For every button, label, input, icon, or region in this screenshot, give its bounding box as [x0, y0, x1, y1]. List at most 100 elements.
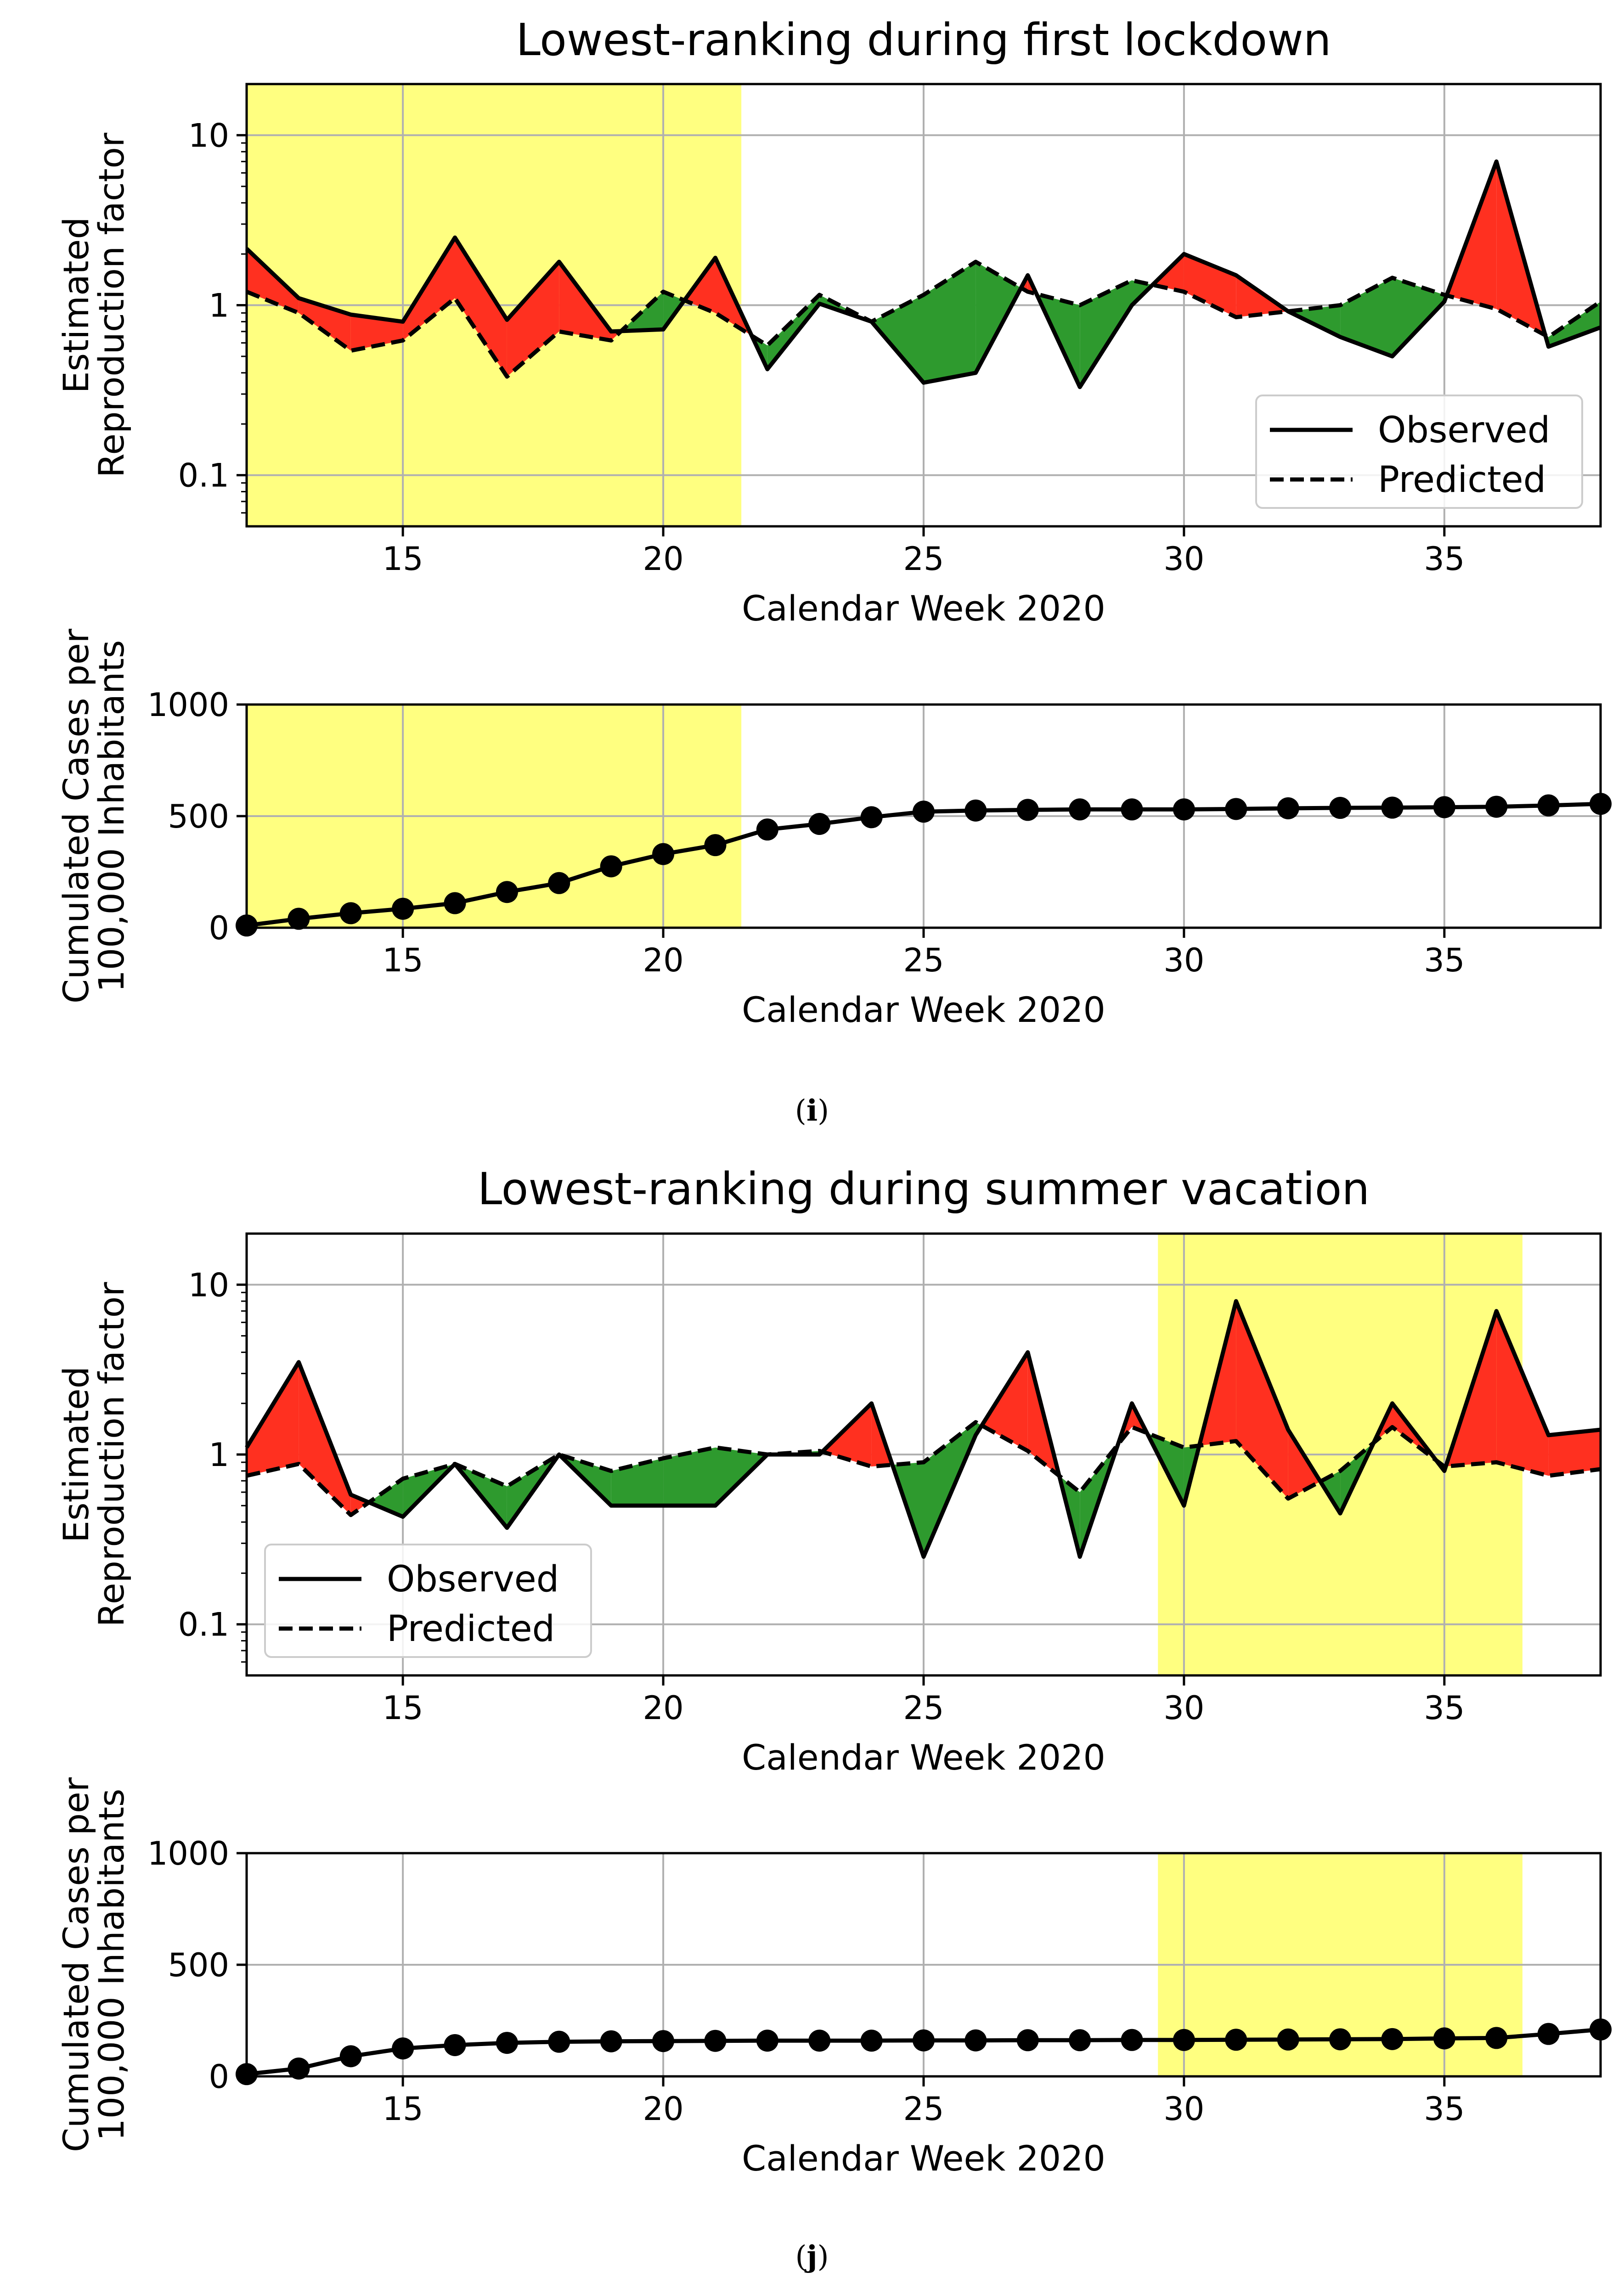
- excess-area: [1288, 1430, 1320, 1499]
- cumulative-point: [1173, 798, 1195, 821]
- y-tick-label: 0.1: [178, 457, 229, 495]
- legend: Observed Predicted: [1255, 395, 1583, 509]
- y-tick-label: 1000: [147, 686, 229, 724]
- x-axis-label: Calendar Week 2020: [742, 2138, 1105, 2179]
- cumulative-point: [1329, 2028, 1352, 2051]
- cumulative-point: [1225, 2029, 1247, 2051]
- cumulative-point: [1485, 2027, 1508, 2049]
- excess-area: [247, 248, 299, 313]
- y-tick-label: 0: [209, 909, 229, 947]
- cumulative-point: [600, 2030, 622, 2052]
- y-tick-label: 0.1: [178, 1606, 229, 1644]
- cumulative-point: [339, 902, 362, 925]
- cumulative-point: [704, 2030, 727, 2052]
- x-tick-label: 25: [903, 540, 944, 578]
- deficit-area: [976, 262, 1021, 373]
- x-tick-label: 15: [383, 2090, 423, 2128]
- deficit-area: [1080, 280, 1132, 387]
- cumulative-point: [392, 897, 414, 920]
- figure-caption: (j): [795, 2239, 829, 2274]
- cumulative-point: [1016, 2029, 1039, 2052]
- cumulative-point: [600, 855, 622, 878]
- legend: Observed Predicted: [264, 1544, 592, 1658]
- cumulative-point: [808, 2030, 831, 2052]
- caption-open-paren: (: [795, 1094, 806, 1128]
- reproduction-panel: 15 20 25 30 35 0.1 1 10 Calendar Week 2020 Estima…: [56, 14, 1602, 629]
- cumulative-point: [1537, 2023, 1560, 2045]
- y-tick-label: 1: [209, 1436, 229, 1474]
- deficit-area: [819, 295, 872, 322]
- cumulative-point: [860, 2030, 883, 2052]
- cumulative-point: [339, 2045, 362, 2068]
- y-axis-label-line2: 100,000 Inhabitants: [91, 1788, 132, 2141]
- x-tick-label: 35: [1424, 1689, 1465, 1727]
- reproduction-panel: 15 20 25 30 35 0.1 1 10 Calendar Week 2020 Estima…: [56, 1163, 1602, 1778]
- excess-area: [350, 315, 403, 351]
- y-axis-label-line1: Estimated: [56, 217, 96, 394]
- deficit-area: [1392, 277, 1444, 356]
- y-tick-label: 10: [188, 117, 229, 154]
- deficit-area: [611, 1458, 664, 1506]
- x-tick-label: 15: [383, 942, 423, 979]
- x-tick-label: 35: [1424, 942, 1465, 979]
- cumulative-point: [496, 881, 518, 903]
- y-axis-label-line2: Reproduction factor: [91, 1282, 132, 1627]
- panel-title: Lowest-ranking during summer vacation: [478, 1163, 1370, 1215]
- cumulative-point: [1016, 799, 1039, 821]
- x-axis-label: Calendar Week 2020: [742, 588, 1105, 629]
- x-tick-label: 30: [1163, 1689, 1204, 1727]
- excess-area: [403, 237, 455, 341]
- cumulative-point: [860, 806, 883, 829]
- y-axis-label-line1: Estimated: [56, 1366, 96, 1543]
- panel-title: Lowest-ranking during first lockdown: [516, 14, 1331, 66]
- caption-letter: i: [806, 1094, 818, 1128]
- y-tick-label: 1000: [147, 1835, 229, 1872]
- excess-area: [1548, 1430, 1601, 1476]
- deficit-area: [369, 1478, 403, 1517]
- deficit-area: [663, 1447, 716, 1506]
- cumulative-point: [1069, 798, 1091, 821]
- x-tick-label: 30: [1163, 942, 1204, 979]
- y-axis-label-line2: 100,000 Inhabitants: [91, 640, 132, 992]
- x-tick-label: 15: [383, 1689, 423, 1727]
- cumulative-point: [288, 908, 310, 930]
- y-axis-label-line1: Cumulated Cases per: [56, 1777, 96, 2152]
- x-axis-label: Calendar Week 2020: [742, 1737, 1105, 1778]
- cumulative-point: [444, 2034, 466, 2056]
- y-tick-label: 500: [168, 1946, 229, 1984]
- x-tick-label: 20: [643, 540, 684, 578]
- x-tick-label: 25: [903, 1689, 944, 1727]
- cumulative-point: [444, 892, 466, 914]
- excess-area: [1496, 1311, 1549, 1476]
- cumulative-point: [1225, 798, 1247, 820]
- y-axis-label-line2: Reproduction factor: [91, 132, 132, 478]
- cumulative-point: [1433, 796, 1455, 818]
- cumulative-point: [548, 2030, 570, 2053]
- x-tick-label: 20: [643, 2090, 684, 2128]
- x-axis-label: Calendar Week 2020: [742, 989, 1105, 1030]
- legend-observed-label: Observed: [1378, 410, 1550, 451]
- cumulative-point: [913, 2029, 935, 2052]
- cumulative-point: [548, 872, 570, 894]
- cumulative-point: [964, 799, 987, 822]
- cumulative-cases-panel: 15 20 25 30 35 0 500 1000 Calendar Week 2020 Cumu…: [56, 1777, 1612, 2179]
- cumulative-point: [1121, 798, 1143, 821]
- cumulative-point: [1277, 797, 1299, 819]
- cumulative-point: [704, 834, 727, 857]
- x-tick-label: 30: [1163, 540, 1204, 578]
- cumulative-point: [913, 801, 935, 823]
- excess-area: [1236, 1301, 1288, 1499]
- cumulative-point: [1381, 2028, 1404, 2050]
- deficit-area: [1340, 277, 1393, 356]
- cumulative-point: [1433, 2027, 1455, 2050]
- y-tick-label: 1: [209, 287, 229, 325]
- cumulative-point: [756, 2030, 778, 2052]
- cumulative-point: [964, 2029, 987, 2052]
- x-tick-label: 25: [903, 942, 944, 979]
- cumulative-point: [1485, 795, 1508, 818]
- legend-observed-label: Observed: [387, 1559, 559, 1600]
- legend-predicted-label: Predicted: [1378, 459, 1546, 501]
- cumulative-cases-panel: 15 20 25 30 35 0 500 1000 Calendar Week 2020 Cumu…: [56, 628, 1612, 1030]
- figure-caption: (i): [795, 1094, 829, 1128]
